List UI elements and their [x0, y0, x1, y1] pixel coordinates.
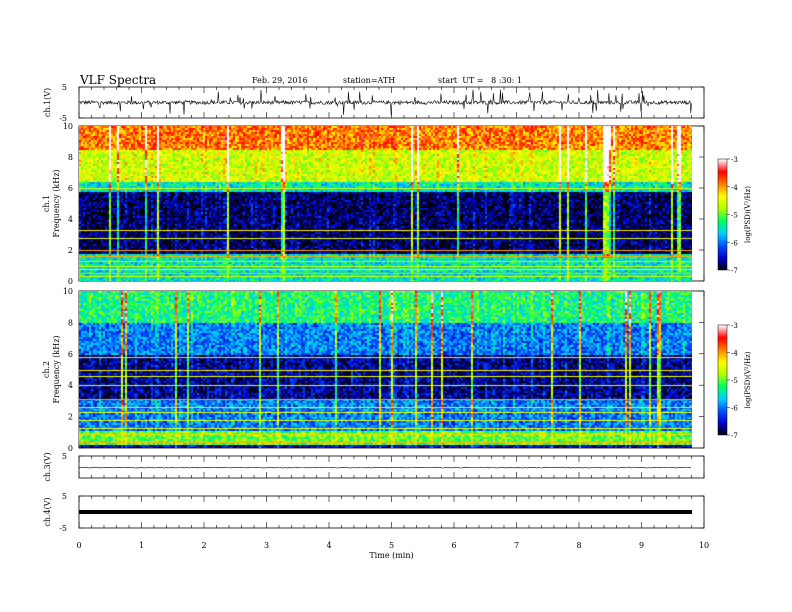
y-tick-label: 8 — [68, 318, 73, 327]
start-time-label: start UT = 8 :30: 1 — [438, 76, 523, 85]
y-tick-label: 10 — [63, 287, 73, 296]
x-axis-label: Time (min) — [369, 551, 413, 560]
x-tick-label: 2 — [201, 541, 206, 550]
y-tick-label: 2 — [68, 413, 73, 422]
y-tick-label: 2 — [68, 246, 73, 255]
y-axis-label-frequency: Frequency (kHz) — [52, 169, 61, 237]
colorbar-tick-label: -6 — [731, 405, 738, 413]
y-tick-label: -5 — [59, 524, 67, 533]
x-tick-label: 7 — [514, 541, 519, 550]
y-tick-label: 0 — [68, 444, 73, 453]
panel-1: 5 -5 ch.1(V) — [43, 83, 705, 123]
y-tick-label: 5 — [62, 452, 67, 461]
x-tick-label: 4 — [326, 541, 331, 550]
ch3-waveform-line — [78, 466, 692, 469]
colorbar-label: log(PSD)(V²/Hz) — [744, 351, 752, 408]
spectrogram-image-ch1 — [79, 126, 692, 281]
y-axis-label: ch.1(V) — [43, 88, 52, 117]
x-tick-label: 3 — [264, 541, 269, 550]
colorbar-tick-label: -6 — [731, 239, 738, 247]
colorbar-tick-label: -3 — [731, 156, 738, 164]
colorbar-tick-label: -5 — [731, 377, 738, 385]
y-tick-label: 5 — [62, 83, 67, 92]
colorbar — [718, 159, 727, 270]
x-tick-label: 8 — [576, 541, 581, 550]
x-tick-label: 1 — [139, 541, 144, 550]
y-axis-label-frequency: Frequency (kHz) — [52, 335, 61, 403]
y-axis-label: ch.4(V) — [43, 497, 52, 526]
y-tick-label: 0 — [68, 277, 73, 286]
y-tick-label: 4 — [68, 215, 73, 224]
station-label: station=ATH — [343, 76, 396, 85]
y-tick-label: 4 — [68, 381, 73, 390]
colorbar — [718, 325, 727, 435]
colorbar-label: log(PSD)(V²/Hz) — [744, 186, 752, 243]
x-tick-label: 10 — [699, 541, 709, 550]
y-axis-label-channel: ch.1 — [42, 195, 51, 212]
colorbar-tick-label: -5 — [731, 212, 738, 220]
y-tick-label: 5 — [62, 492, 67, 501]
y-tick-label: 10 — [63, 122, 73, 131]
x-tick-label: 0 — [76, 541, 81, 550]
y-axis-label: ch.3(V) — [43, 452, 52, 481]
ch1-waveform-line — [78, 89, 692, 116]
colorbar-tick-label: -4 — [731, 350, 738, 358]
colorbar-tick-label: -7 — [731, 267, 738, 275]
colorbar-tick-label: -3 — [731, 322, 738, 330]
y-tick-label: 6 — [68, 350, 73, 359]
y-tick-label: 6 — [68, 184, 73, 193]
date-label: Feb. 29, 2016 — [252, 76, 308, 85]
x-tick-label: 6 — [451, 541, 456, 550]
chart-title: VLF Spectra — [80, 73, 157, 87]
panel-5: 5 -5 ch.4(V) — [43, 492, 705, 533]
x-tick-label: 9 — [639, 541, 644, 550]
spectrogram-image-ch2 — [79, 291, 692, 448]
y-tick-label: 8 — [68, 153, 73, 162]
ch4-waveform-line — [79, 510, 692, 514]
x-tick-label: 5 — [389, 541, 394, 550]
panel-4: 5 ch.3(V) — [43, 452, 705, 482]
y-axis-label-channel: ch.2 — [42, 361, 51, 378]
colorbar-tick-label: -4 — [731, 184, 738, 192]
colorbar-tick-label: -7 — [731, 432, 738, 440]
y-tick-label: -5 — [59, 114, 67, 123]
